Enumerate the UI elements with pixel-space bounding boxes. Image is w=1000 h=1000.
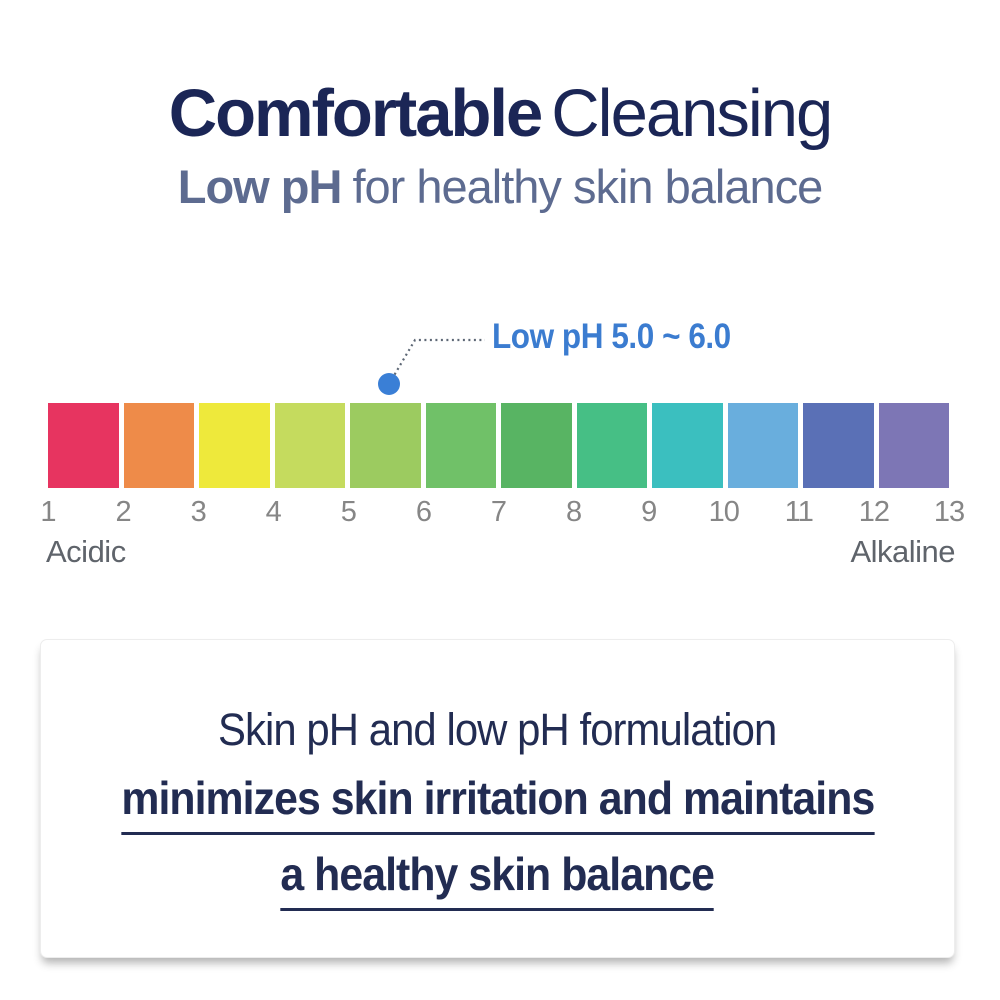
- card-text-line-2-text: minimizes skin irritation and maintains: [121, 771, 875, 835]
- ph-tick-label: 12: [858, 496, 890, 528]
- ph-tick-label: 13: [933, 496, 965, 528]
- ph-swatch: [501, 403, 572, 488]
- main-title-bold: Comfortable: [168, 76, 544, 151]
- info-card: Skin pH and low pH formulation minimizes…: [40, 639, 955, 958]
- annotation-label: Low pH 5.0 ~ 6.0: [492, 317, 731, 356]
- alkaline-label: Alkaline: [850, 534, 955, 569]
- ph-swatch: [48, 403, 119, 488]
- card-text-line-2: minimizes skin irritation and maintains: [93, 771, 903, 835]
- ph-tick-label: 9: [641, 496, 657, 528]
- ph-swatch: [652, 403, 723, 488]
- ph-swatch: [350, 403, 421, 488]
- ph-swatch: [123, 403, 194, 488]
- ph-tick-label: 5: [340, 496, 357, 528]
- main-title-light: Cleansing: [551, 76, 833, 151]
- ph-tick-label: 10: [708, 496, 740, 528]
- ph-tick-label: 1: [40, 496, 56, 528]
- header: Comfortable Cleansing Low pH for healthy s…: [0, 76, 1000, 213]
- dotted-leader-line: [388, 338, 485, 385]
- ph-tick-labels: 1 2 3 4 5 6 7 8 9 10 11 12 13: [40, 496, 965, 528]
- ph-swatch: [878, 403, 949, 488]
- annotation-leader: [378, 338, 485, 395]
- subtitle-bold: Low pH: [177, 160, 343, 214]
- ph-tick-label: 3: [190, 496, 207, 528]
- ph-swatch: [576, 403, 647, 488]
- ph-swatch: [803, 403, 874, 488]
- annotation-dot-icon: [378, 373, 400, 395]
- ph-tick-label: 7: [490, 496, 507, 528]
- card-text-line-3-text: a healthy skin balance: [280, 847, 715, 911]
- ph-tick-label: 11: [784, 496, 814, 528]
- subtitle: Low pH for healthy skin balance: [0, 161, 1000, 213]
- ph-swatch: [274, 403, 345, 488]
- ph-swatch: [425, 403, 496, 488]
- ph-swatch: [727, 403, 798, 488]
- acidic-label: Acidic: [46, 534, 126, 569]
- scale-end-labels: Acidic Alkaline: [46, 534, 955, 570]
- ph-tick-label: 6: [415, 496, 432, 528]
- ph-color-bar: [48, 403, 949, 488]
- subtitle-light: for healthy skin balance: [352, 160, 823, 214]
- main-title: Comfortable Cleansing: [0, 76, 1000, 151]
- card-text-line-1-text: Skin pH and low pH formulation: [218, 704, 777, 755]
- card-text-line-3: a healthy skin balance: [264, 847, 730, 911]
- card-text-line-1: Skin pH and low pH formulation: [197, 704, 797, 756]
- ph-tick-label: 2: [115, 496, 132, 528]
- ph-tick-label: 8: [566, 496, 582, 528]
- ph-tick-label: 4: [265, 496, 282, 528]
- ph-swatch: [199, 403, 270, 488]
